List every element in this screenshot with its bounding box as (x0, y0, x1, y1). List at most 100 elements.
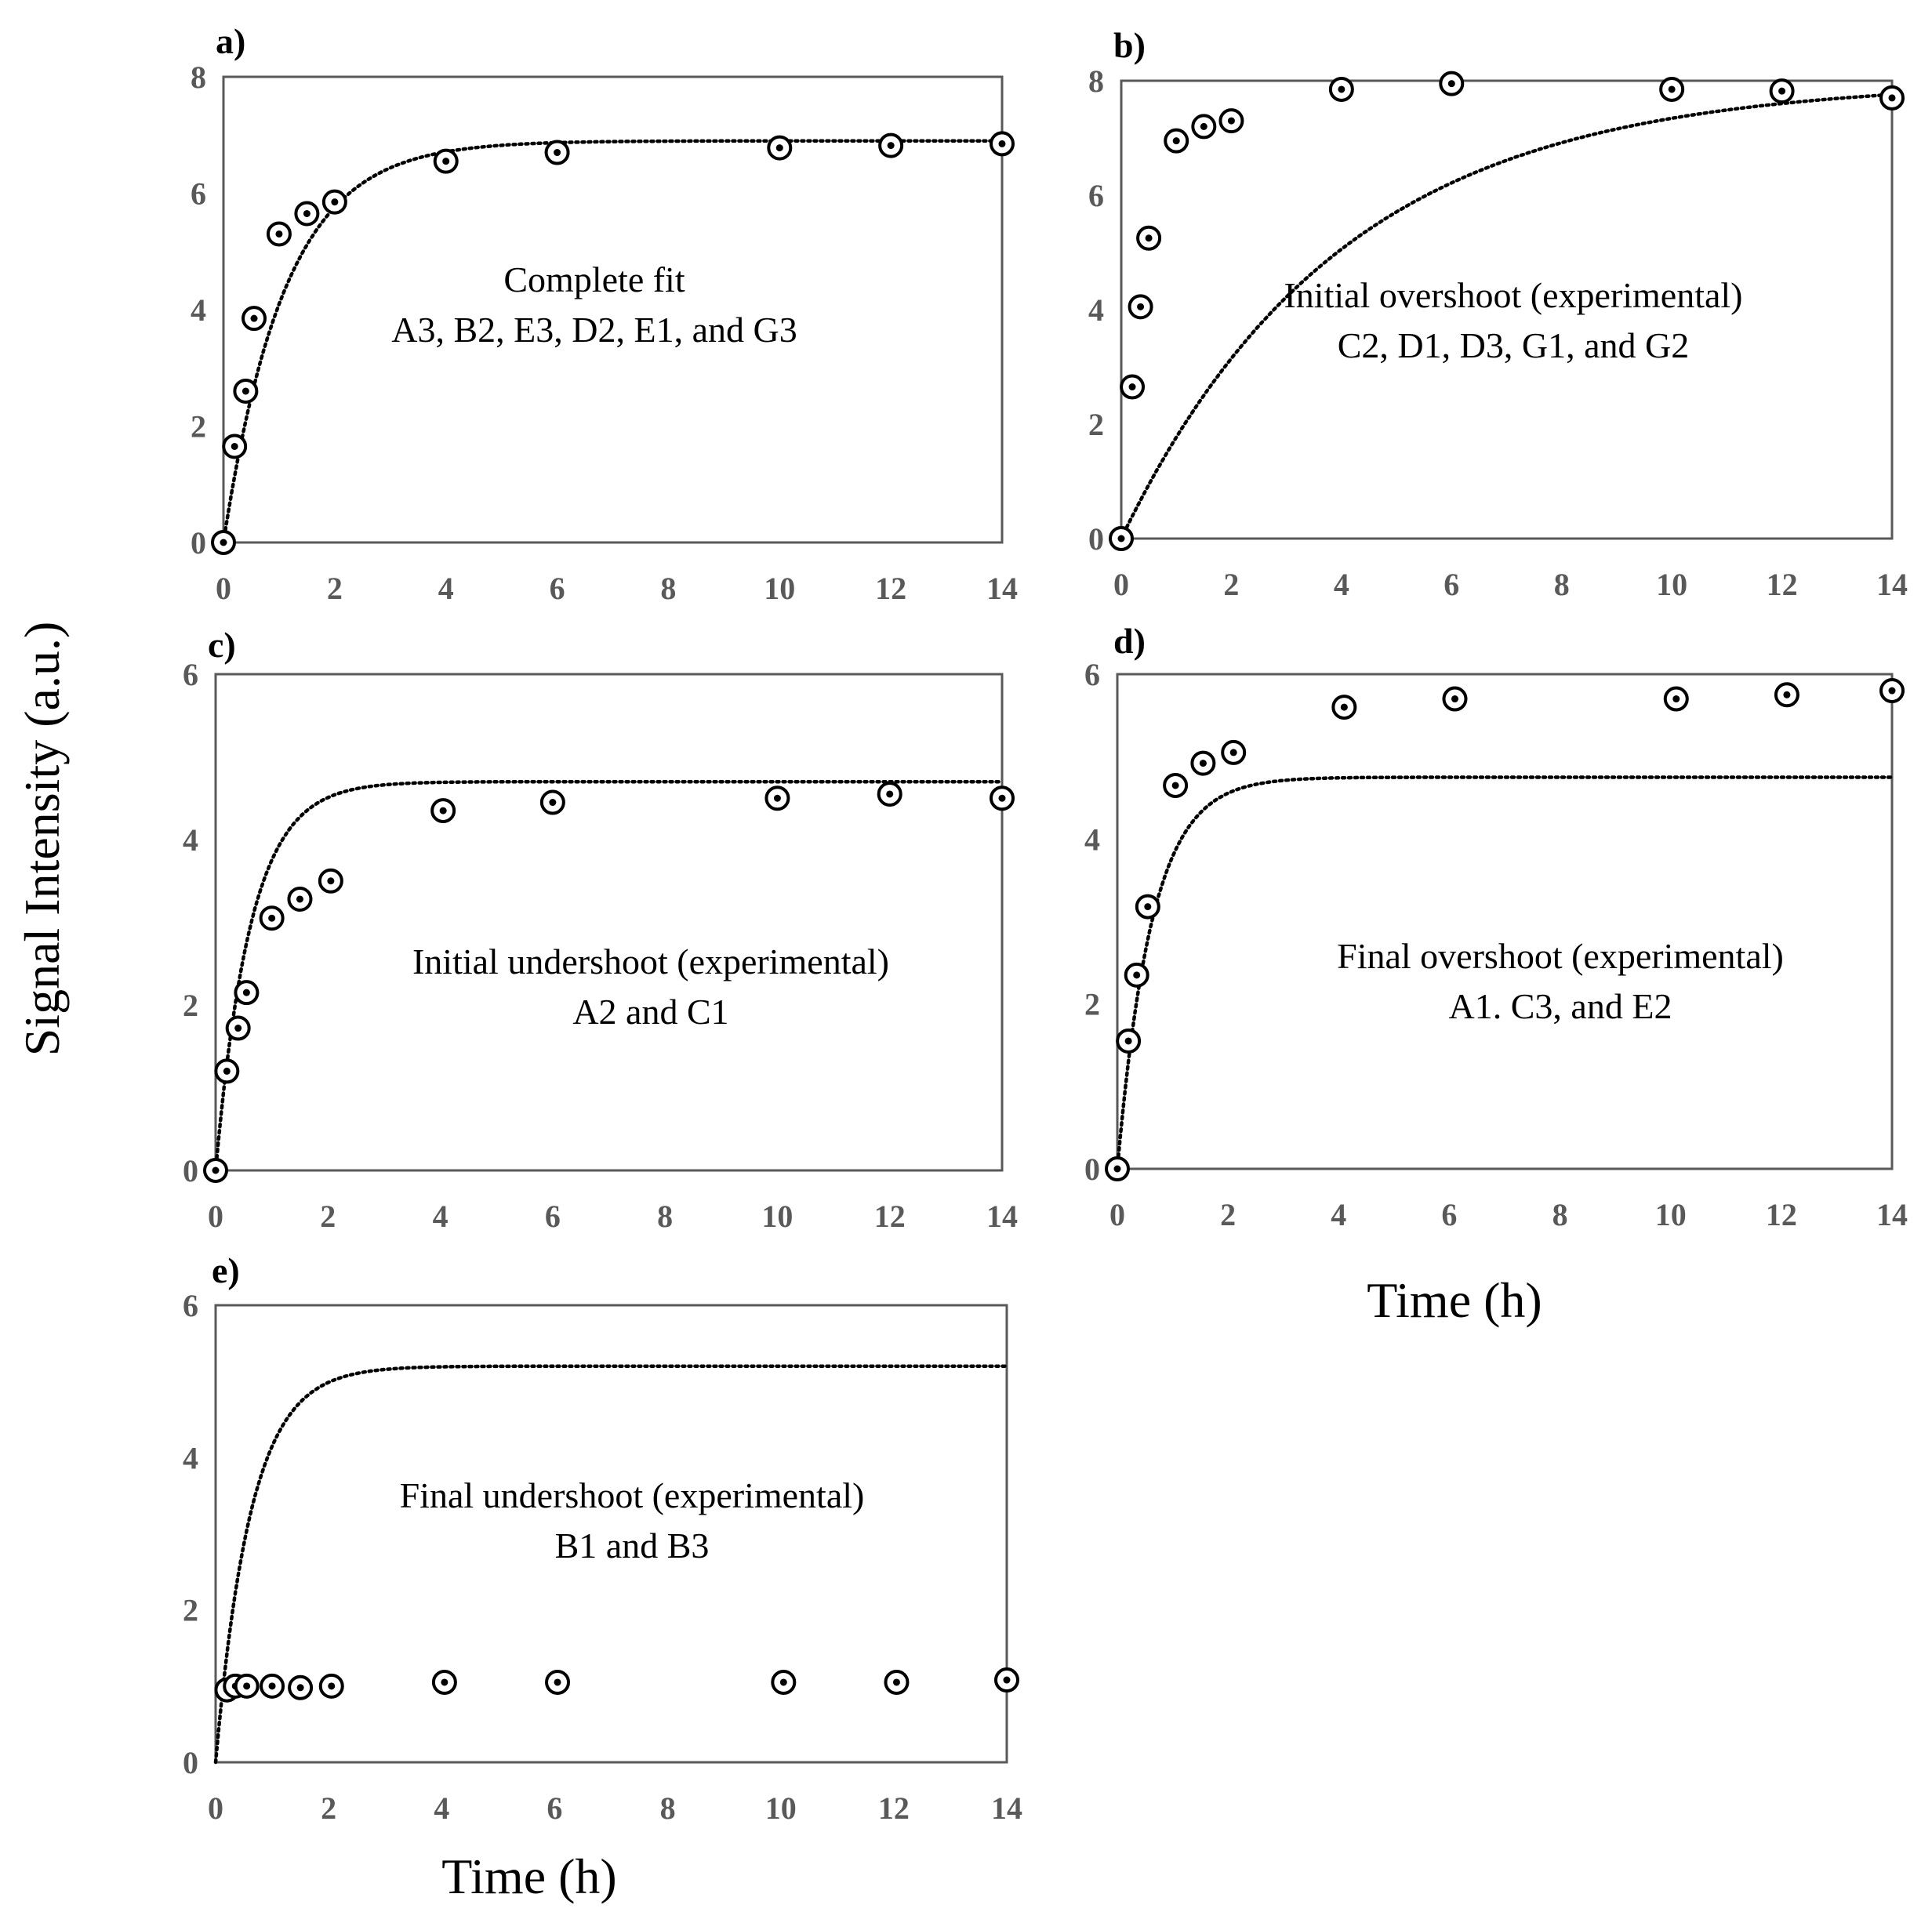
data-point (1128, 294, 1153, 320)
data-point (1331, 695, 1357, 720)
x-tick-label: 10 (1656, 567, 1687, 602)
x-tick-label: 0 (208, 1790, 223, 1826)
y-tick-label: 2 (1084, 987, 1100, 1022)
y-axis-title: Signal Intensity (a.u.) (14, 622, 70, 1057)
data-point (259, 905, 285, 931)
panel-annotation: Final undershoot (experimental) (400, 1475, 865, 1515)
data-point (1136, 225, 1162, 251)
x-tick-label: 12 (1766, 1197, 1797, 1232)
data-point (1109, 526, 1134, 551)
data-point (990, 785, 1015, 811)
data-point (266, 221, 292, 247)
data-point (771, 1669, 797, 1695)
x-tick-label: 2 (320, 1199, 336, 1234)
x-tick-label: 4 (438, 571, 454, 606)
data-point (1879, 85, 1905, 111)
panel-annotation: Initial undershoot (experimental) (412, 941, 889, 981)
data-point (767, 135, 793, 161)
panel-label: e) (212, 1250, 240, 1290)
data-point (288, 1674, 314, 1700)
y-tick-label: 2 (183, 988, 198, 1023)
x-tick-label: 12 (874, 1199, 906, 1234)
x-tick-label: 0 (1113, 567, 1129, 602)
data-point (222, 434, 248, 459)
x-axis-title-bottom: Time (h) (441, 1849, 616, 1904)
data-point (1221, 739, 1247, 765)
x-tick-label: 12 (878, 1790, 910, 1826)
x-tick-label: 10 (765, 1790, 797, 1826)
panel-annotation: A2 and C1 (572, 992, 728, 1032)
data-point (1328, 76, 1354, 102)
data-point (233, 378, 259, 404)
data-point (1116, 1028, 1142, 1054)
x-tick-label: 14 (986, 1199, 1018, 1234)
x-tick-label: 14 (991, 1790, 1022, 1826)
x-tick-label: 2 (321, 1790, 336, 1826)
data-point (318, 1673, 344, 1699)
data-point (234, 1673, 260, 1699)
x-tick-label: 8 (657, 1199, 673, 1234)
data-point (287, 886, 313, 912)
data-point (431, 1669, 457, 1695)
x-tick-label: 0 (1109, 1197, 1125, 1232)
x-tick-label: 0 (216, 571, 231, 606)
data-point (878, 132, 904, 158)
x-tick-label: 12 (1767, 567, 1798, 602)
plot-frame (1116, 673, 1894, 1170)
y-tick-label: 4 (1084, 822, 1100, 857)
data-point (1879, 678, 1905, 704)
data-point (1191, 114, 1217, 140)
data-point (1769, 78, 1795, 104)
y-tick-label: 2 (183, 1593, 198, 1628)
plot-frame (214, 1304, 1008, 1764)
y-tick-label: 6 (1088, 178, 1104, 213)
data-point (884, 1669, 910, 1695)
plot-frame (222, 75, 1004, 544)
y-tick-label: 0 (183, 1153, 198, 1188)
data-point (1439, 71, 1465, 96)
panel-annotation: Final overshoot (experimental) (1337, 936, 1784, 976)
y-tick-label: 6 (191, 176, 206, 212)
y-tick-label: 6 (1084, 657, 1100, 692)
panel-annotation: Complete fit (503, 259, 685, 299)
panel-e: 0 2 4 6 0 2 4 6 8 10 12 14 e) Final undershoot (exper… (183, 1250, 1022, 1826)
y-tick-label: 4 (191, 292, 206, 328)
data-point (994, 1667, 1019, 1693)
data-point (294, 201, 320, 227)
panel-annotation: B1 and B3 (555, 1526, 710, 1566)
x-tick-label: 6 (1441, 1197, 1457, 1232)
panel-label: d) (1113, 621, 1146, 661)
data-point (242, 306, 267, 332)
fit-curve (1115, 775, 1894, 1171)
data-point (1218, 108, 1244, 134)
y-tick-label: 2 (191, 409, 206, 444)
data-point (211, 530, 236, 555)
y-tick-label: 2 (1088, 407, 1104, 442)
data-point (1190, 750, 1216, 776)
data-point (1135, 894, 1160, 920)
panel-label: c) (208, 625, 236, 665)
x-tick-label: 4 (434, 1790, 449, 1826)
x-tick-label: 8 (660, 571, 676, 606)
x-tick-label: 2 (327, 571, 343, 606)
plot-frame (214, 673, 1004, 1172)
x-tick-label: 10 (761, 1199, 793, 1234)
data-point (545, 1669, 571, 1695)
x-tick-label: 0 (208, 1199, 223, 1234)
y-tick-label: 4 (1088, 292, 1104, 328)
x-tick-label: 6 (550, 571, 565, 606)
panel-annotation: Initial overshoot (experimental) (1284, 275, 1742, 315)
y-tick-label: 6 (183, 657, 198, 692)
data-point (539, 789, 565, 815)
x-tick-label: 10 (1655, 1197, 1687, 1232)
y-tick-label: 0 (183, 1745, 198, 1780)
data-point (877, 781, 902, 807)
x-tick-label: 8 (660, 1790, 676, 1826)
panel-d: 0 2 4 6 0 2 4 6 8 10 12 14 d) Final overshoot (experi… (1084, 621, 1908, 1232)
y-tick-label: 0 (1084, 1152, 1100, 1187)
x-tick-label: 8 (1554, 567, 1570, 602)
data-point (260, 1673, 285, 1699)
data-point (1105, 1156, 1130, 1181)
data-point (544, 140, 570, 165)
fit-curve (1119, 93, 1894, 541)
